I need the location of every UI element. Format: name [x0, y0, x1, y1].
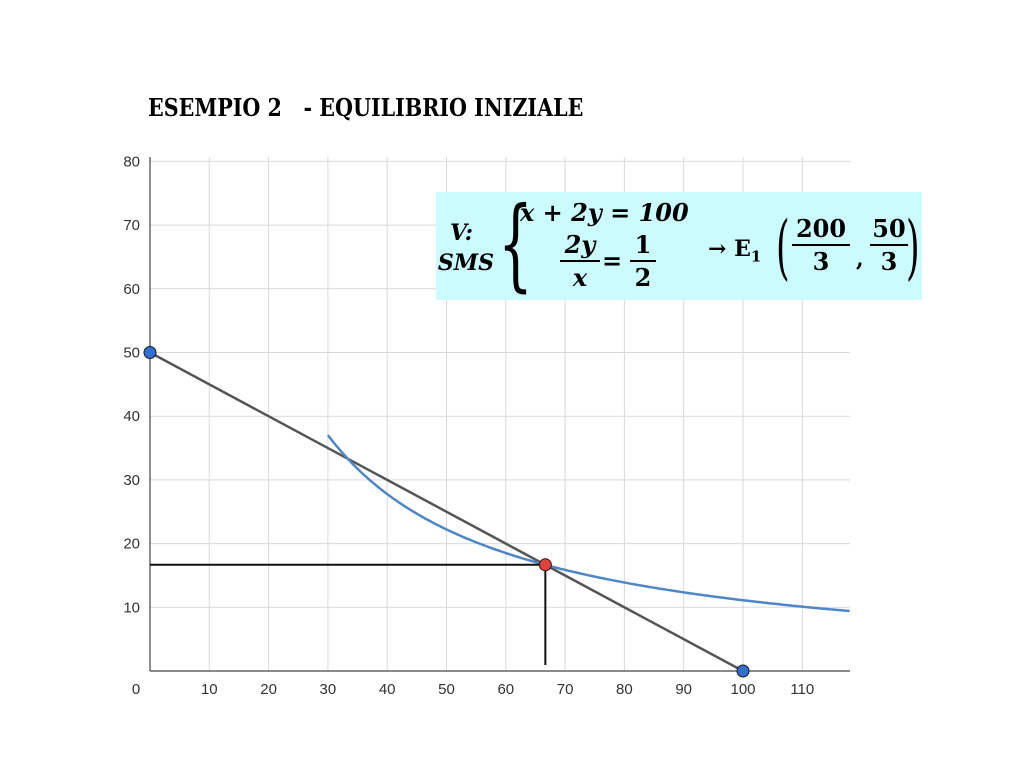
equation-line-budget: x + 2y = 100: [520, 198, 689, 227]
x-tick-label: 80: [616, 681, 633, 698]
x-tick-label: 100: [730, 681, 755, 698]
x-tick-label: 60: [497, 681, 514, 698]
x-tick-label: 0: [132, 681, 140, 698]
fraction-numerator: 50: [870, 214, 908, 246]
x-tick-label: 20: [260, 681, 277, 698]
intercept-point: [143, 346, 157, 359]
y-tick-label: 50: [123, 345, 140, 362]
fraction-50-over-3: 50 3: [870, 214, 908, 278]
equilibrium-arrow-text: → E: [708, 236, 751, 262]
x-tick-label: 10: [201, 681, 218, 698]
equation-sms-label: SMS: [437, 250, 494, 276]
fraction-denominator: x: [572, 263, 588, 292]
fraction-200-over-3: 200 3: [792, 214, 850, 278]
fraction-numerator: 200: [792, 214, 850, 246]
equilibrium-point: [538, 558, 552, 572]
right-parenthesis: ): [906, 206, 920, 288]
equals-sign: =: [602, 246, 623, 275]
intercept-point: [736, 664, 750, 678]
fraction-one-half: 1 2: [630, 230, 656, 294]
x-tick-label: 40: [379, 681, 396, 698]
x-tick-label: 110: [790, 681, 814, 698]
y-tick-label: 60: [123, 281, 140, 298]
x-tick-label: 90: [675, 681, 692, 698]
fraction-denominator: 3: [812, 247, 830, 276]
chart-guides: [150, 563, 547, 665]
fraction-denominator: 2: [634, 263, 652, 292]
fraction-2y-over-x: 2y x: [560, 230, 600, 294]
y-tick-label: 30: [123, 472, 140, 489]
equilibrium-subscript: 1: [750, 247, 762, 266]
x-tick-label: 50: [438, 681, 455, 698]
y-tick-label: 10: [123, 599, 140, 616]
fraction-denominator: 3: [880, 247, 898, 276]
chart-series: [149, 351, 850, 673]
y-tick-label: 20: [123, 536, 140, 553]
chart-tick-labels: 0 10 20 30 40 50 60 70 80 90 100 110 10 20 30 40 50 60 70 8…: [123, 153, 814, 698]
page-title: ESEMPIO 2 - EQUILIBRIO INIZIALE: [148, 93, 584, 122]
equation-box: V: SMS { x + 2y = 100 2y x = 1 2 → E1 ( …: [436, 192, 922, 300]
comma: ,: [856, 246, 864, 272]
x-tick-label: 70: [557, 681, 574, 698]
x-tick-label: 30: [320, 681, 337, 698]
chart-points: [143, 346, 750, 678]
y-tick-label: 40: [123, 408, 140, 425]
budget-line: [149, 351, 744, 673]
equation-v-label: V:: [450, 220, 473, 246]
system-brace: {: [498, 185, 533, 302]
equilibrium-label: → E1: [708, 236, 761, 265]
chart-axes: [149, 157, 850, 672]
y-tick-label: 70: [123, 217, 140, 234]
fraction-numerator: 2y: [560, 230, 600, 262]
fraction-numerator: 1: [630, 230, 656, 262]
y-tick-label: 80: [123, 153, 140, 170]
indifference-curve: [326, 434, 850, 613]
left-parenthesis: (: [776, 206, 790, 288]
